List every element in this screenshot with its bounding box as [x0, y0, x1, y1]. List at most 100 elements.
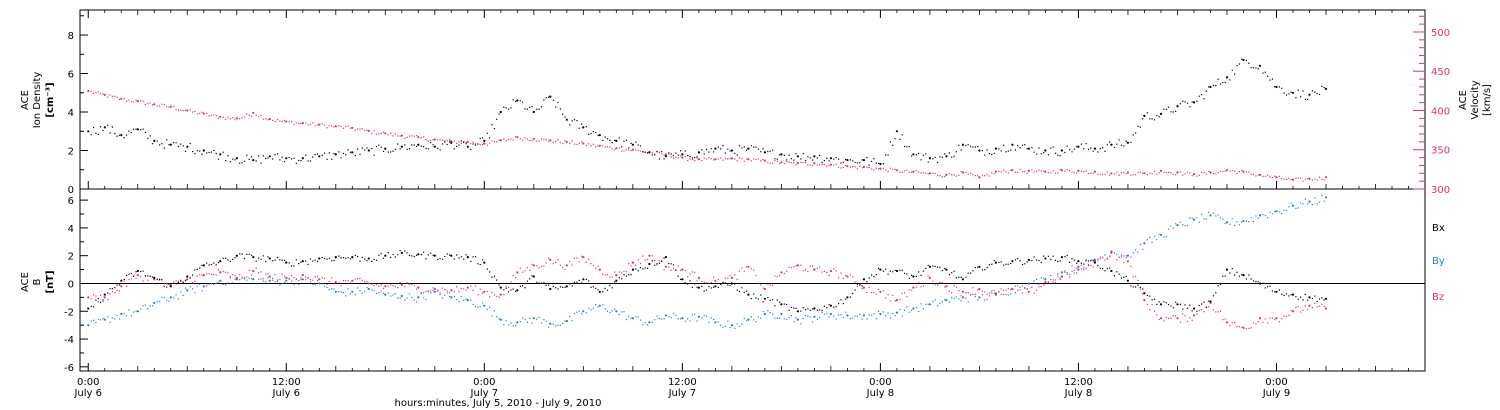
x-tick-date: July 7	[470, 388, 499, 399]
density-series-sample	[1182, 100, 1184, 102]
bx-series-point	[1060, 256, 1063, 259]
velocity-series-sample	[283, 119, 286, 121]
velocity-series-sample	[986, 174, 988, 176]
bx-series-sample	[1271, 290, 1273, 292]
by-series-sample	[934, 299, 936, 301]
velocity-series-sample	[142, 100, 144, 102]
density-series-sample	[717, 146, 719, 148]
by-series-point	[697, 315, 701, 318]
by-series-sample	[755, 321, 757, 323]
by-series-sample	[819, 316, 821, 318]
density-series-sample	[552, 99, 554, 101]
by-series-sample	[736, 323, 738, 325]
bz-series-sample	[606, 274, 609, 276]
density-series-sample	[1125, 140, 1127, 142]
by-series-sample	[472, 303, 474, 305]
velocity-series-sample	[333, 126, 335, 128]
density-series-sample	[974, 146, 976, 148]
bx-series-sample	[981, 269, 983, 271]
bx-series-sample	[540, 282, 543, 284]
by-series-sample	[463, 299, 465, 301]
density-series-sample	[189, 143, 191, 145]
bx-series-sample	[189, 277, 191, 279]
density-series-sample	[691, 157, 693, 159]
density-series-sample	[118, 134, 121, 136]
by-series-sample	[920, 303, 922, 305]
velocity-series-sample	[1297, 177, 1299, 179]
by-series-sample	[288, 277, 290, 279]
velocity-series-sample	[1219, 170, 1222, 172]
bz-series-sample	[595, 267, 597, 269]
by-series-sample	[1097, 259, 1099, 261]
x-tick-time: 12:00	[272, 377, 301, 388]
velocity-series-sample	[705, 158, 708, 160]
by-series-sample	[654, 319, 656, 321]
density-series-sample	[510, 107, 512, 109]
density-series-point	[912, 153, 915, 156]
by-series-point	[813, 315, 816, 318]
bz-series-point	[1044, 281, 1047, 284]
top-right-ylabel-line1: ACE	[1458, 90, 1469, 110]
density-series-sample	[651, 154, 653, 156]
bx-series-sample	[569, 283, 571, 285]
density-series-sample	[658, 158, 660, 160]
bx-series-sample	[1052, 255, 1054, 257]
density-series-sample	[331, 158, 333, 160]
velocity-series-sample	[107, 96, 109, 98]
bz-series-sample	[180, 279, 182, 281]
by-series-sample	[965, 297, 967, 299]
bx-series-sample	[868, 277, 870, 279]
density-series-sample	[793, 159, 795, 161]
by-series-sample	[1175, 223, 1177, 225]
bx-series-sample	[1264, 287, 1266, 289]
bx-series-sample	[1047, 255, 1049, 257]
bx-series-sample	[359, 260, 361, 262]
bz-series-sample	[668, 266, 670, 268]
density-series-sample	[173, 142, 175, 144]
by-series-sample	[838, 314, 840, 316]
by-series-sample	[941, 301, 943, 303]
by-series-sample	[265, 281, 267, 283]
bz-series-sample	[361, 279, 363, 281]
velocity-series-sample	[1066, 169, 1068, 171]
bz-series-sample	[272, 277, 274, 279]
bz-series-sample	[208, 273, 210, 275]
velocity-series-sample	[991, 172, 993, 174]
velocity-series-sample	[1175, 174, 1177, 176]
bx-series-sample	[149, 275, 151, 277]
velocity-series-point	[1093, 170, 1096, 173]
by-series-sample	[548, 326, 550, 328]
bx-series-sample	[1158, 301, 1160, 303]
bz-series-sample	[507, 286, 510, 289]
velocity-series-sample	[460, 142, 462, 144]
bx-series-sample	[845, 298, 847, 300]
density-series-sample	[161, 143, 163, 145]
bx-series-sample	[1116, 271, 1118, 273]
bottom-panel-data	[80, 194, 1425, 330]
density-series-point	[565, 118, 568, 121]
velocity-series-sample	[849, 166, 851, 168]
velocity-series-sample	[972, 174, 974, 176]
velocity-series-sample	[1201, 171, 1203, 173]
bz-series-sample	[97, 301, 99, 303]
velocity-series-sample	[1264, 175, 1266, 177]
velocity-series-sample	[1151, 173, 1153, 175]
density-series-sample	[114, 133, 116, 135]
density-series-sample	[729, 150, 731, 152]
velocity-series-sample	[93, 92, 95, 94]
density-series-point	[681, 153, 684, 156]
velocity-series-sample	[498, 139, 500, 141]
by-series-sample	[557, 324, 559, 326]
velocity-series-sample	[571, 140, 573, 142]
by-series-point	[565, 319, 568, 323]
velocity-series-sample	[585, 144, 587, 146]
density-series-sample	[1085, 143, 1087, 145]
bz-series-point	[615, 274, 618, 277]
bz-series-sample	[1229, 325, 1231, 327]
density-series-sample	[642, 150, 644, 153]
velocity-series-point	[895, 169, 899, 172]
density-series-point	[1242, 58, 1245, 62]
velocity-series-sample	[1281, 177, 1283, 180]
bz-series-point	[87, 296, 90, 299]
bx-series-sample	[821, 310, 823, 312]
